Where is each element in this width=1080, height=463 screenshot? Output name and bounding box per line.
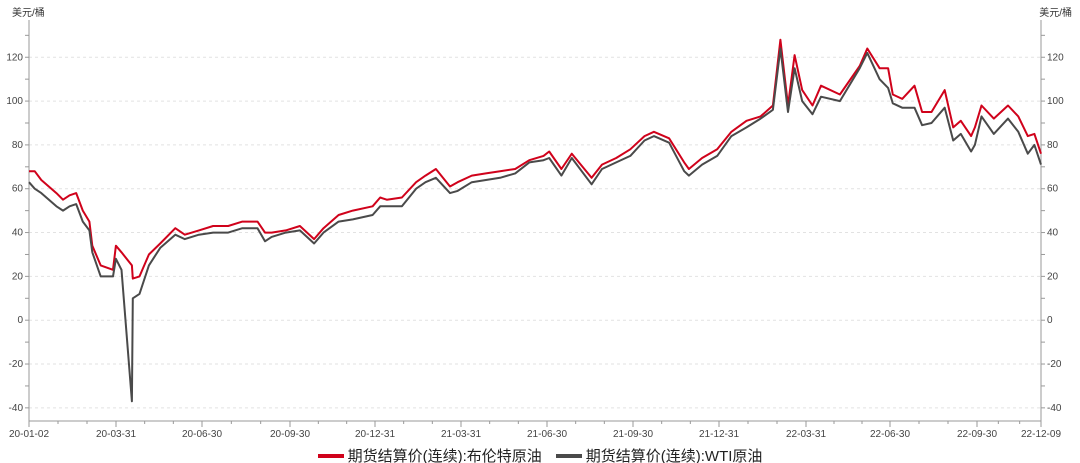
y-tick-label-right: 80 xyxy=(1047,140,1059,151)
y-tick-label-right: 20 xyxy=(1047,271,1059,282)
x-tick-label: 22-09-30 xyxy=(957,429,997,440)
y-tick-label-right: 0 xyxy=(1047,315,1053,326)
y-axis-unit-left: 美元/桶 xyxy=(12,8,45,19)
series-line-brent xyxy=(29,38,1042,280)
y-tick-label-right: -40 xyxy=(1047,403,1062,414)
x-tick-label: 21-12-31 xyxy=(699,429,739,440)
legend-swatch-brent xyxy=(317,453,344,458)
y-tick-label-right: 60 xyxy=(1047,184,1059,195)
x-tick-label: 20-03-31 xyxy=(96,429,136,440)
y-tick-label-left: 100 xyxy=(6,96,23,107)
x-tick-label: 21-03-31 xyxy=(441,429,481,440)
y-tick-label-left: 120 xyxy=(6,52,23,63)
x-tick-label: 21-06-30 xyxy=(527,429,567,440)
legend: 期货结算价(连续):布伦特原油 期货结算价(连续):WTI原油 xyxy=(0,445,1080,463)
y-tick-label-left: 80 xyxy=(12,140,24,151)
y-tick-label-right: -20 xyxy=(1047,359,1062,370)
y-tick-label-left: -20 xyxy=(9,359,24,370)
y-tick-label-left: 0 xyxy=(17,315,23,326)
series-line-wti xyxy=(28,47,1042,403)
y-tick-label-right: 40 xyxy=(1047,228,1059,239)
x-tick-label: 20-09-30 xyxy=(270,429,310,440)
x-tick-label: 22-12-09 xyxy=(1021,429,1061,440)
y-tick-label-left: 60 xyxy=(12,184,24,195)
legend-swatch-wti xyxy=(555,453,582,458)
legend-item-wti[interactable]: 期货结算价(连续):WTI原油 xyxy=(555,445,763,463)
legend-label-wti: 期货结算价(连续):WTI原油 xyxy=(585,448,763,463)
y-axis-unit-right: 美元/桶 xyxy=(1039,8,1072,19)
y-tick-label-right: 100 xyxy=(1047,96,1064,107)
x-tick-label: 22-06-30 xyxy=(870,429,910,440)
legend-item-brent[interactable]: 期货结算价(连续):布伦特原油 xyxy=(317,445,542,463)
line-chart: -40 -40 -20 -20 0 0 20 20 40 40 60 60 80 80 100 100 120 1… xyxy=(6,20,1064,440)
legend-label-brent: 期货结算价(连续):布伦特原油 xyxy=(347,448,542,463)
x-tick-label: 22-03-31 xyxy=(786,429,826,440)
x-tick-label: 20-06-30 xyxy=(182,429,222,440)
y-tick-label-left: -40 xyxy=(9,403,24,414)
x-tick-label: 20-01-02 xyxy=(9,429,49,440)
y-tick-label-left: 20 xyxy=(12,271,24,282)
y-tick-label-left: 40 xyxy=(12,228,24,239)
x-tick-label: 20-12-31 xyxy=(355,429,395,440)
x-tick-label: 21-09-30 xyxy=(613,429,653,440)
y-tick-label-right: 120 xyxy=(1047,52,1064,63)
